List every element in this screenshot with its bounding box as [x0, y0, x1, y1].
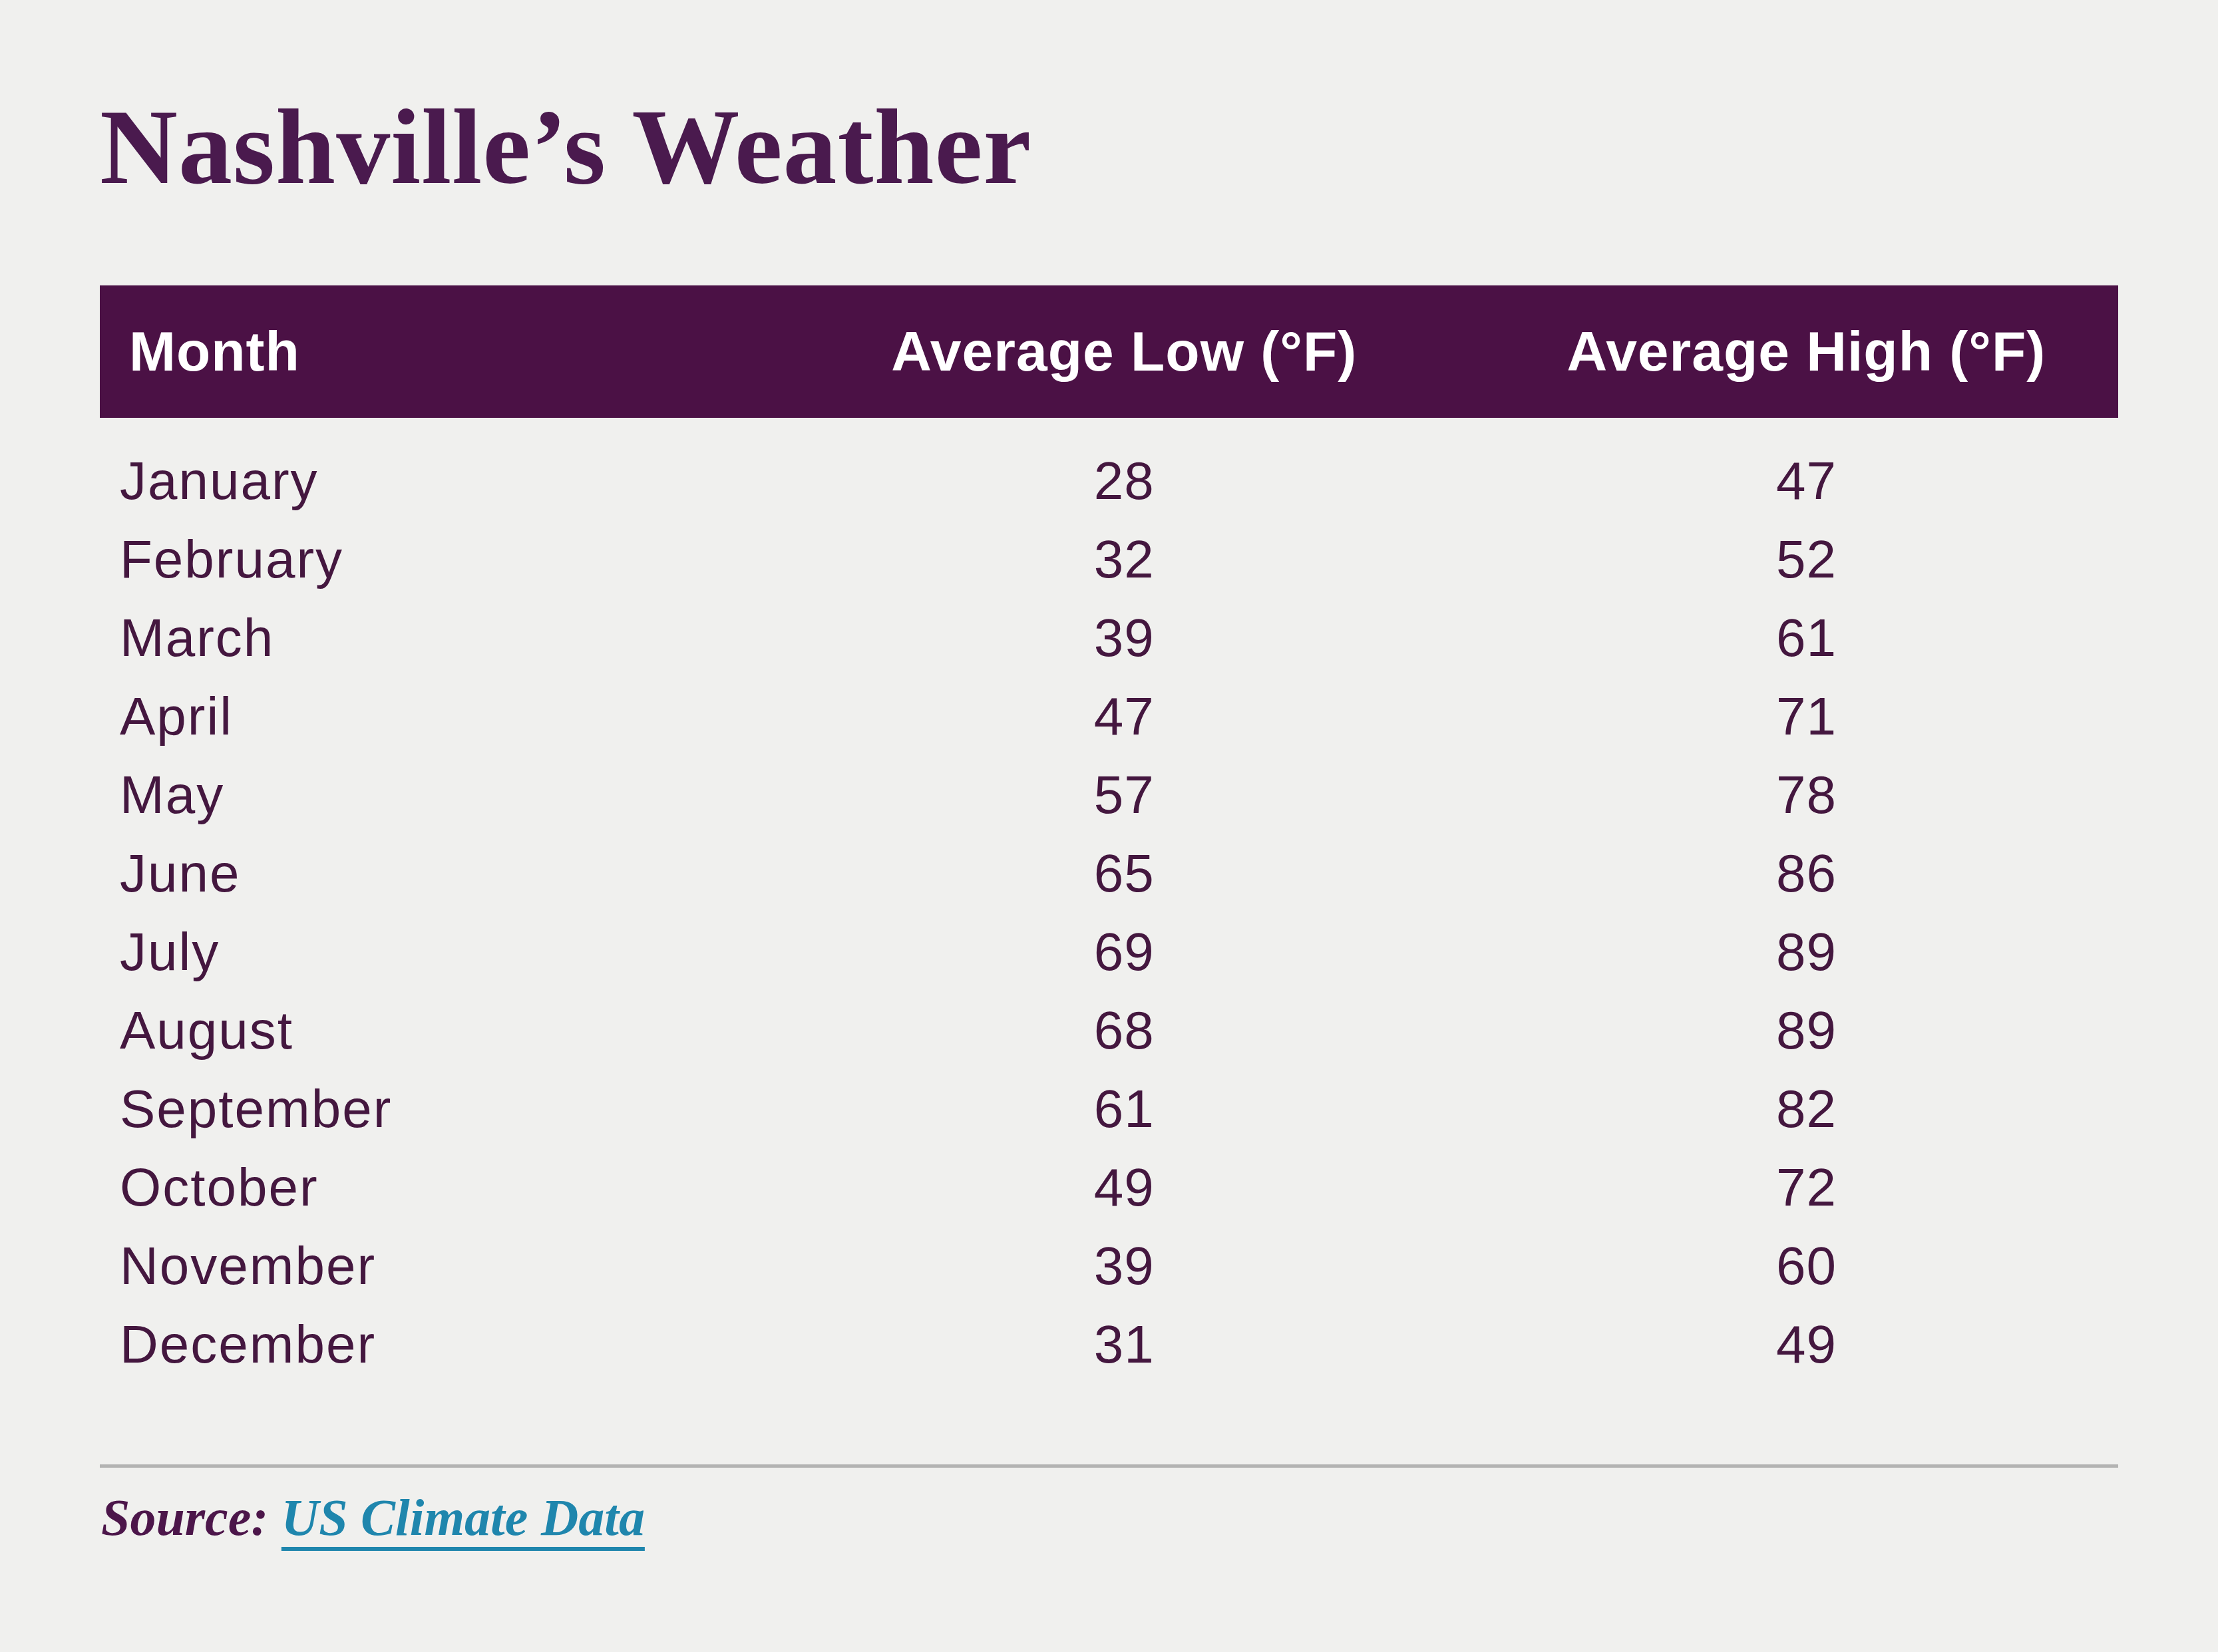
page-title: Nashville’s Weather [100, 93, 1031, 201]
table-row: September 61 82 [100, 1070, 2118, 1148]
high-cell: 89 [1495, 1000, 2118, 1061]
source-link[interactable]: US Climate Data [281, 1488, 645, 1546]
table-row: October 49 72 [100, 1148, 2118, 1227]
month-cell: November [100, 1236, 754, 1297]
month-cell: February [100, 529, 754, 590]
high-cell: 86 [1495, 843, 2118, 904]
low-cell: 57 [754, 764, 1495, 826]
high-cell: 89 [1495, 921, 2118, 983]
high-cell: 49 [1495, 1314, 2118, 1375]
low-cell: 31 [754, 1314, 1495, 1375]
table-row: February 32 52 [100, 520, 2118, 599]
header-month: Month [100, 319, 754, 384]
table-row: May 57 78 [100, 756, 2118, 834]
source-line: Source: US Climate Data [101, 1489, 645, 1546]
high-cell: 78 [1495, 764, 2118, 826]
month-cell: March [100, 607, 754, 669]
table-body: January 28 47 February 32 52 March 39 61… [100, 418, 2118, 1384]
high-cell: 72 [1495, 1157, 2118, 1218]
table-row: August 68 89 [100, 991, 2118, 1070]
low-cell: 65 [754, 843, 1495, 904]
month-cell: May [100, 764, 754, 826]
header-average-low: Average Low (°F) [754, 319, 1495, 384]
table-row: November 39 60 [100, 1227, 2118, 1305]
high-cell: 82 [1495, 1078, 2118, 1140]
high-cell: 47 [1495, 450, 2118, 512]
low-cell: 69 [754, 921, 1495, 983]
table-row: July 69 89 [100, 913, 2118, 991]
table-row: June 65 86 [100, 834, 2118, 913]
table-header-row: Month Average Low (°F) Average High (°F) [100, 285, 2118, 418]
low-cell: 32 [754, 529, 1495, 590]
month-cell: July [100, 921, 754, 983]
table-row: April 47 71 [100, 677, 2118, 756]
month-cell: October [100, 1157, 754, 1218]
table-row: March 39 61 [100, 599, 2118, 677]
high-cell: 61 [1495, 607, 2118, 669]
month-cell: January [100, 450, 754, 512]
source-label: Source: [101, 1488, 268, 1546]
low-cell: 39 [754, 1236, 1495, 1297]
weather-table: Month Average Low (°F) Average High (°F)… [100, 285, 2118, 1384]
low-cell: 39 [754, 607, 1495, 669]
month-cell: December [100, 1314, 754, 1375]
month-cell: August [100, 1000, 754, 1061]
divider [100, 1464, 2118, 1468]
low-cell: 47 [754, 686, 1495, 747]
high-cell: 52 [1495, 529, 2118, 590]
low-cell: 49 [754, 1157, 1495, 1218]
high-cell: 60 [1495, 1236, 2118, 1297]
month-cell: September [100, 1078, 754, 1140]
table-row: January 28 47 [100, 442, 2118, 520]
month-cell: April [100, 686, 754, 747]
high-cell: 71 [1495, 686, 2118, 747]
table-row: December 31 49 [100, 1305, 2118, 1384]
header-average-high: Average High (°F) [1495, 319, 2118, 384]
month-cell: June [100, 843, 754, 904]
low-cell: 28 [754, 450, 1495, 512]
low-cell: 68 [754, 1000, 1495, 1061]
low-cell: 61 [754, 1078, 1495, 1140]
infographic-page: Nashville’s Weather Month Average Low (°… [0, 0, 2218, 1652]
